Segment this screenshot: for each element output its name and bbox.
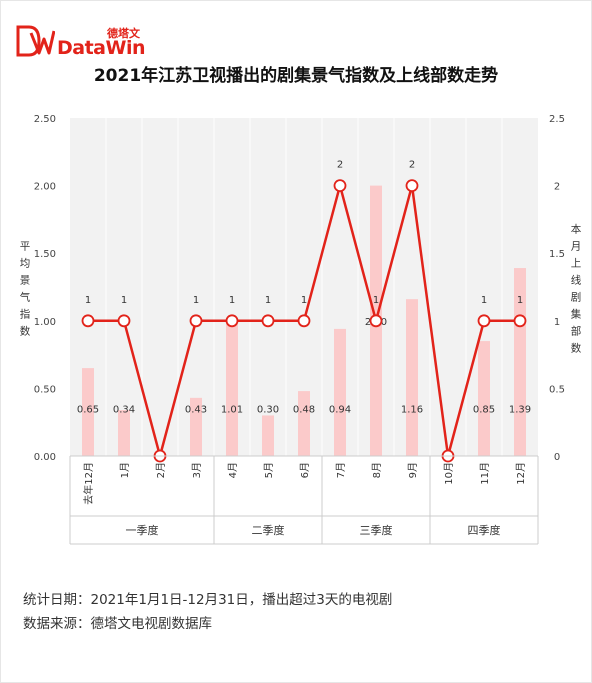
- bar-value-label: 1.39: [509, 405, 531, 416]
- bar: [190, 397, 202, 456]
- category-label: 10月: [443, 462, 455, 485]
- bar-value-label: 0.34: [113, 405, 135, 416]
- bar: [514, 268, 526, 456]
- right-tick-label: 1.5: [549, 249, 565, 260]
- bar: [226, 319, 238, 456]
- category-label: 6月: [299, 462, 311, 478]
- line-value-label: 1: [265, 295, 271, 306]
- right-tick-label: 0.5: [549, 384, 565, 395]
- left-tick-label: 0.00: [34, 452, 56, 463]
- bar: [334, 328, 346, 456]
- line-point: [297, 314, 311, 328]
- line-value-label: 1: [229, 295, 235, 306]
- line-point: [117, 314, 131, 328]
- right-tick-label: 0: [554, 452, 560, 463]
- left-tick-label: 0.50: [34, 384, 56, 395]
- left-axis-title: 平均景气指数: [20, 241, 31, 338]
- footer-stats-date: 统计日期：2021年1月1日-12月31日，播出超过3天的电视剧: [23, 592, 393, 608]
- bar-value-label: 0.30: [257, 405, 279, 416]
- line-point: [477, 314, 491, 328]
- category-label: 12月: [515, 462, 527, 485]
- line-point: [405, 179, 419, 192]
- line-value-label: 1: [517, 295, 523, 306]
- bar-value-label: 1.01: [221, 405, 243, 416]
- category-label: 4月: [227, 462, 239, 478]
- line-value-label: 1: [373, 295, 379, 306]
- category-label: 去年12月: [82, 462, 95, 505]
- category-label: 8月: [371, 462, 383, 478]
- category-label: 2月: [155, 462, 167, 478]
- bar: [82, 368, 94, 456]
- footer-source: 数据来源：德塔文电视剧数据库: [23, 616, 212, 632]
- bar: [406, 299, 418, 456]
- right-tick-label: 2: [554, 182, 560, 193]
- group-label: 三季度: [360, 523, 393, 537]
- category-label: 1月: [119, 462, 131, 478]
- category-label: 9月: [407, 462, 419, 478]
- category-label: 11月: [479, 462, 491, 485]
- line-point: [81, 314, 95, 328]
- left-tick-label: 2.50: [34, 114, 56, 125]
- bar-value-label: 0.85: [473, 405, 495, 416]
- line-point: [513, 314, 527, 328]
- group-label: 一季度: [126, 523, 159, 537]
- line-point: [261, 314, 275, 328]
- category-label: 5月: [263, 462, 275, 478]
- bar: [262, 415, 274, 456]
- bar-value-label: 1.16: [401, 405, 423, 416]
- bar-value-label: 0.65: [77, 405, 99, 416]
- line-point: [189, 314, 203, 328]
- right-tick-label: 1: [554, 317, 560, 328]
- line-point: [369, 314, 383, 328]
- bar-value-label: 0.43: [185, 405, 207, 416]
- bar-value-label: 0.48: [293, 405, 315, 416]
- category-label: 7月: [335, 462, 347, 478]
- bar: [118, 410, 130, 456]
- line-value-label: 1: [85, 295, 91, 306]
- dw-logo-mark: [16, 25, 55, 57]
- bar-value-label: 0.94: [329, 405, 351, 416]
- chart-canvas: 0.00 0.50 1.00 1.50 2.00 2.50 0 0.5 1 1.5 2 2.5 平均景气…: [20, 114, 582, 545]
- line-point: [225, 314, 239, 328]
- group-label: 四季度: [468, 523, 501, 537]
- right-tick-label: 2.5: [549, 114, 565, 125]
- line-value-label: 1: [193, 295, 199, 306]
- brand-name-en: DataWin: [57, 37, 146, 59]
- left-tick-label: 1.50: [34, 249, 56, 260]
- brand-name-cn: 德塔文: [107, 27, 140, 40]
- line-value-label: 1: [481, 295, 487, 306]
- line-value-label: 1: [301, 295, 307, 306]
- right-axis-title: 本月上线剧集部数: [571, 223, 582, 355]
- left-tick-label: 2.00: [34, 182, 56, 193]
- line-value-label: 2: [409, 160, 415, 171]
- line-value-label: 1: [121, 295, 127, 306]
- category-label: 3月: [191, 462, 203, 478]
- line-point: [333, 179, 347, 192]
- bar: [298, 391, 310, 456]
- left-tick-label: 1.00: [34, 317, 56, 328]
- bar: [478, 341, 490, 456]
- group-label: 二季度: [252, 523, 285, 537]
- chart-title: 2021年江苏卫视播出的剧集景气指数及上线部数走势: [93, 66, 499, 86]
- line-value-label: 2: [337, 160, 343, 171]
